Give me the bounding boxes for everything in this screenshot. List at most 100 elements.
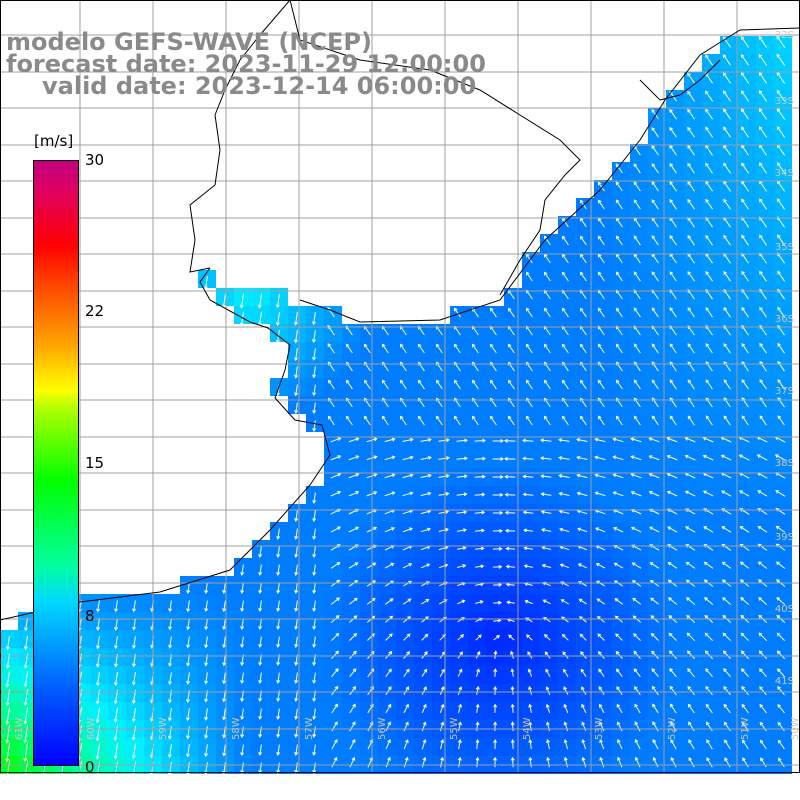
wind-arrow xyxy=(276,744,281,756)
wind-arrow xyxy=(615,235,623,246)
wind-arrow xyxy=(668,597,678,605)
wind-arrow xyxy=(131,743,136,759)
wind-arrow xyxy=(312,708,317,720)
wind-arrow xyxy=(578,598,587,605)
wind-arrow xyxy=(723,198,731,210)
wind-arrow xyxy=(758,71,768,84)
wind-arrow xyxy=(705,415,713,426)
wind-arrow xyxy=(402,473,414,479)
wind-arrow xyxy=(705,126,714,138)
wind-arrow xyxy=(757,561,768,569)
wind-arrow xyxy=(634,703,641,714)
wind-arrow xyxy=(704,597,714,605)
wind-arrow xyxy=(687,343,695,354)
wind-arrow xyxy=(505,546,516,551)
wind-arrow xyxy=(705,234,713,246)
wind-arrow xyxy=(510,703,515,713)
wind-arrow xyxy=(457,686,463,695)
lat-label: 34S xyxy=(774,168,794,179)
wind-arrow xyxy=(476,668,480,677)
wind-arrow xyxy=(114,600,118,613)
wind-arrow xyxy=(541,528,552,532)
wind-arrow xyxy=(203,275,208,290)
wind-arrow xyxy=(630,491,642,497)
wind-arrow xyxy=(651,379,659,390)
wind-arrow xyxy=(474,510,486,515)
wind-arrow xyxy=(759,668,767,678)
wind-arrow xyxy=(457,668,463,677)
wind-arrow xyxy=(403,721,409,732)
wind-arrow xyxy=(615,343,623,354)
wind-arrow xyxy=(561,379,569,390)
wind-arrow xyxy=(493,564,503,569)
wind-arrow xyxy=(739,561,750,569)
wind-arrow xyxy=(505,528,516,533)
wind-arrow xyxy=(545,721,550,732)
wind-arrow xyxy=(493,756,498,768)
wind-arrow xyxy=(204,636,208,649)
wind-arrow xyxy=(330,490,342,497)
wind-arrow xyxy=(222,600,227,613)
wind-arrow xyxy=(758,126,768,138)
wind-arrow xyxy=(631,562,642,569)
wind-arrow xyxy=(331,685,339,696)
wind-arrow xyxy=(669,415,677,426)
coastline-segment xyxy=(0,267,331,621)
wind-arrow xyxy=(504,438,516,443)
wind-arrow xyxy=(510,756,515,768)
wind-arrow xyxy=(294,384,298,397)
wind-arrow xyxy=(522,492,534,497)
wind-arrow xyxy=(403,651,411,659)
wind-arrow xyxy=(403,739,409,750)
wind-arrow xyxy=(258,636,263,648)
wind-arrow xyxy=(741,685,749,696)
wind-arrow xyxy=(723,126,732,138)
wind-arrow xyxy=(594,437,606,443)
wind-arrow xyxy=(563,739,569,750)
wind-arrow xyxy=(348,490,360,497)
wind-arrow xyxy=(420,527,431,533)
wind-arrow xyxy=(457,634,465,641)
wind-arrow xyxy=(440,739,445,750)
wind-arrow xyxy=(403,756,409,768)
wind-arrow xyxy=(666,472,678,479)
wind-arrow xyxy=(239,311,244,327)
wind-arrow xyxy=(616,721,623,732)
wind-arrow xyxy=(597,307,605,318)
wind-arrow xyxy=(312,546,317,558)
wind-arrow xyxy=(546,756,550,768)
wind-arrow xyxy=(458,721,462,732)
wind-arrow xyxy=(312,636,317,648)
wind-arrow xyxy=(597,633,605,641)
wind-arrow xyxy=(438,545,449,551)
wind-arrow xyxy=(615,163,623,174)
wind-arrow xyxy=(777,378,785,390)
wind-arrow xyxy=(594,473,606,479)
wind-arrow xyxy=(384,562,395,569)
wind-arrow xyxy=(581,721,587,732)
wind-arrow xyxy=(546,739,550,750)
wind-arrow xyxy=(385,598,394,605)
wind-arrow xyxy=(438,474,450,478)
wind-arrow xyxy=(666,455,678,461)
wind-arrow xyxy=(651,108,659,120)
wind-arrow xyxy=(95,725,100,742)
wind-arrow xyxy=(95,707,100,724)
wind-arrow xyxy=(651,343,659,354)
wind-arrow xyxy=(240,726,245,739)
wind-arrow xyxy=(276,528,281,540)
wind-arrow xyxy=(508,634,515,641)
wind-arrow xyxy=(687,307,695,318)
wind-arrow xyxy=(634,686,641,696)
wind-arrow xyxy=(385,650,393,659)
wind-arrow xyxy=(685,526,696,533)
wind-arrow xyxy=(399,343,407,354)
wind-arrow xyxy=(327,343,335,354)
wind-arrow xyxy=(493,650,498,659)
wind-arrow xyxy=(757,525,768,533)
wind-arrow xyxy=(493,738,498,750)
wind-arrow xyxy=(23,635,28,651)
wind-arrow xyxy=(421,633,429,641)
wind-arrow xyxy=(776,632,786,642)
wind-arrow xyxy=(438,438,450,443)
